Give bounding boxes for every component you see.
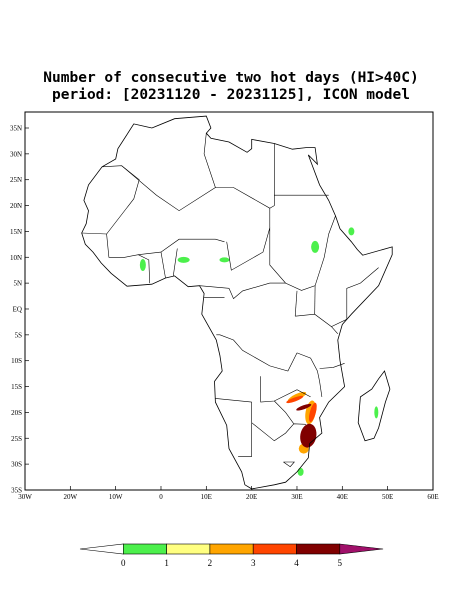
lon-label: 10W: [109, 493, 123, 501]
border: [331, 267, 379, 327]
border: [274, 400, 295, 424]
lat-label: EQ: [13, 305, 22, 313]
lon-label: 10E: [201, 493, 212, 501]
lat-label: 25S: [11, 435, 22, 443]
border: [251, 422, 307, 442]
border: [160, 252, 166, 279]
lat-label: 5N: [13, 280, 22, 288]
colorbar-swatch: [296, 543, 341, 555]
lat-label: 30N: [10, 150, 22, 158]
lat-label: 10N: [10, 254, 22, 262]
coastline: [357, 370, 391, 442]
border: [269, 215, 336, 291]
border: [319, 363, 345, 369]
hot-spot: [374, 406, 379, 419]
axis-ticks: 35N 30N 25N 20N 15N 10N 5N EQ 5S 10S 15S 20S 25S 30S 3…: [10, 125, 439, 502]
lon-label: 30E: [291, 493, 302, 501]
lat-label: 30S: [11, 461, 22, 469]
lon-label: 20W: [64, 493, 78, 501]
lat-label: 20N: [10, 202, 22, 210]
map: [81, 115, 393, 490]
border: [106, 233, 150, 284]
coastline: [81, 115, 393, 490]
lat-label: 15S: [11, 383, 22, 391]
border: [269, 143, 275, 209]
colorbar-label: 3: [251, 558, 256, 568]
colorbar-swatch: [166, 543, 211, 555]
lon-label: 0: [159, 493, 163, 501]
hot-spot: [297, 467, 304, 476]
lon-label: 50E: [382, 493, 393, 501]
lat-label: 25N: [10, 176, 22, 184]
colorbar-label: 5: [338, 558, 343, 568]
lon-label: 60E: [427, 493, 438, 501]
colorbar-end: [79, 543, 124, 555]
border: [81, 165, 140, 235]
border: [121, 133, 216, 212]
colorbar-label: 2: [208, 558, 213, 568]
lat-label: 20S: [11, 409, 22, 417]
colorbar-label: 0: [121, 558, 126, 568]
border: [172, 248, 178, 277]
colorbar-swatch: [252, 543, 297, 555]
border: [294, 290, 298, 317]
map-frame: [24, 111, 434, 491]
border: [199, 285, 230, 289]
hot-spot: [286, 395, 304, 404]
hot-spot: [311, 240, 320, 253]
border: [138, 238, 225, 255]
colorbar-end: [339, 543, 384, 555]
lat-label: 35N: [10, 125, 22, 133]
hot-spot: [296, 403, 312, 411]
hot-spot: [308, 402, 317, 423]
hot-spot: [139, 259, 146, 272]
border: [260, 376, 311, 403]
title-line: period: [20231120 - 20231125], ICON mode…: [52, 87, 410, 103]
title-line: Number of consecutive two hot days (HI>4…: [43, 70, 418, 86]
lat-label: 10S: [11, 357, 22, 365]
lat-label: 15N: [10, 228, 22, 236]
border: [296, 352, 323, 397]
hot-spot: [348, 227, 355, 236]
lon-label: 30W: [18, 493, 32, 501]
lat-label: 5S: [15, 331, 23, 339]
border: [238, 402, 252, 457]
hot-spot: [177, 256, 190, 263]
lon-label: 40E: [337, 493, 348, 501]
colorbar: 0 1 2 3 4 5: [79, 543, 384, 568]
colorbar-swatch: [209, 543, 254, 555]
border: [215, 398, 252, 403]
border: [283, 461, 295, 468]
border: [295, 313, 339, 334]
border: [228, 282, 286, 300]
colorbar-swatch: [123, 543, 167, 555]
hot-spot: [219, 257, 230, 263]
border: [216, 334, 298, 372]
colorbar-label: 1: [164, 558, 169, 568]
lat-label: 35S: [11, 486, 22, 494]
lon-label: 20E: [246, 493, 257, 501]
colorbar-label: 4: [294, 558, 299, 568]
